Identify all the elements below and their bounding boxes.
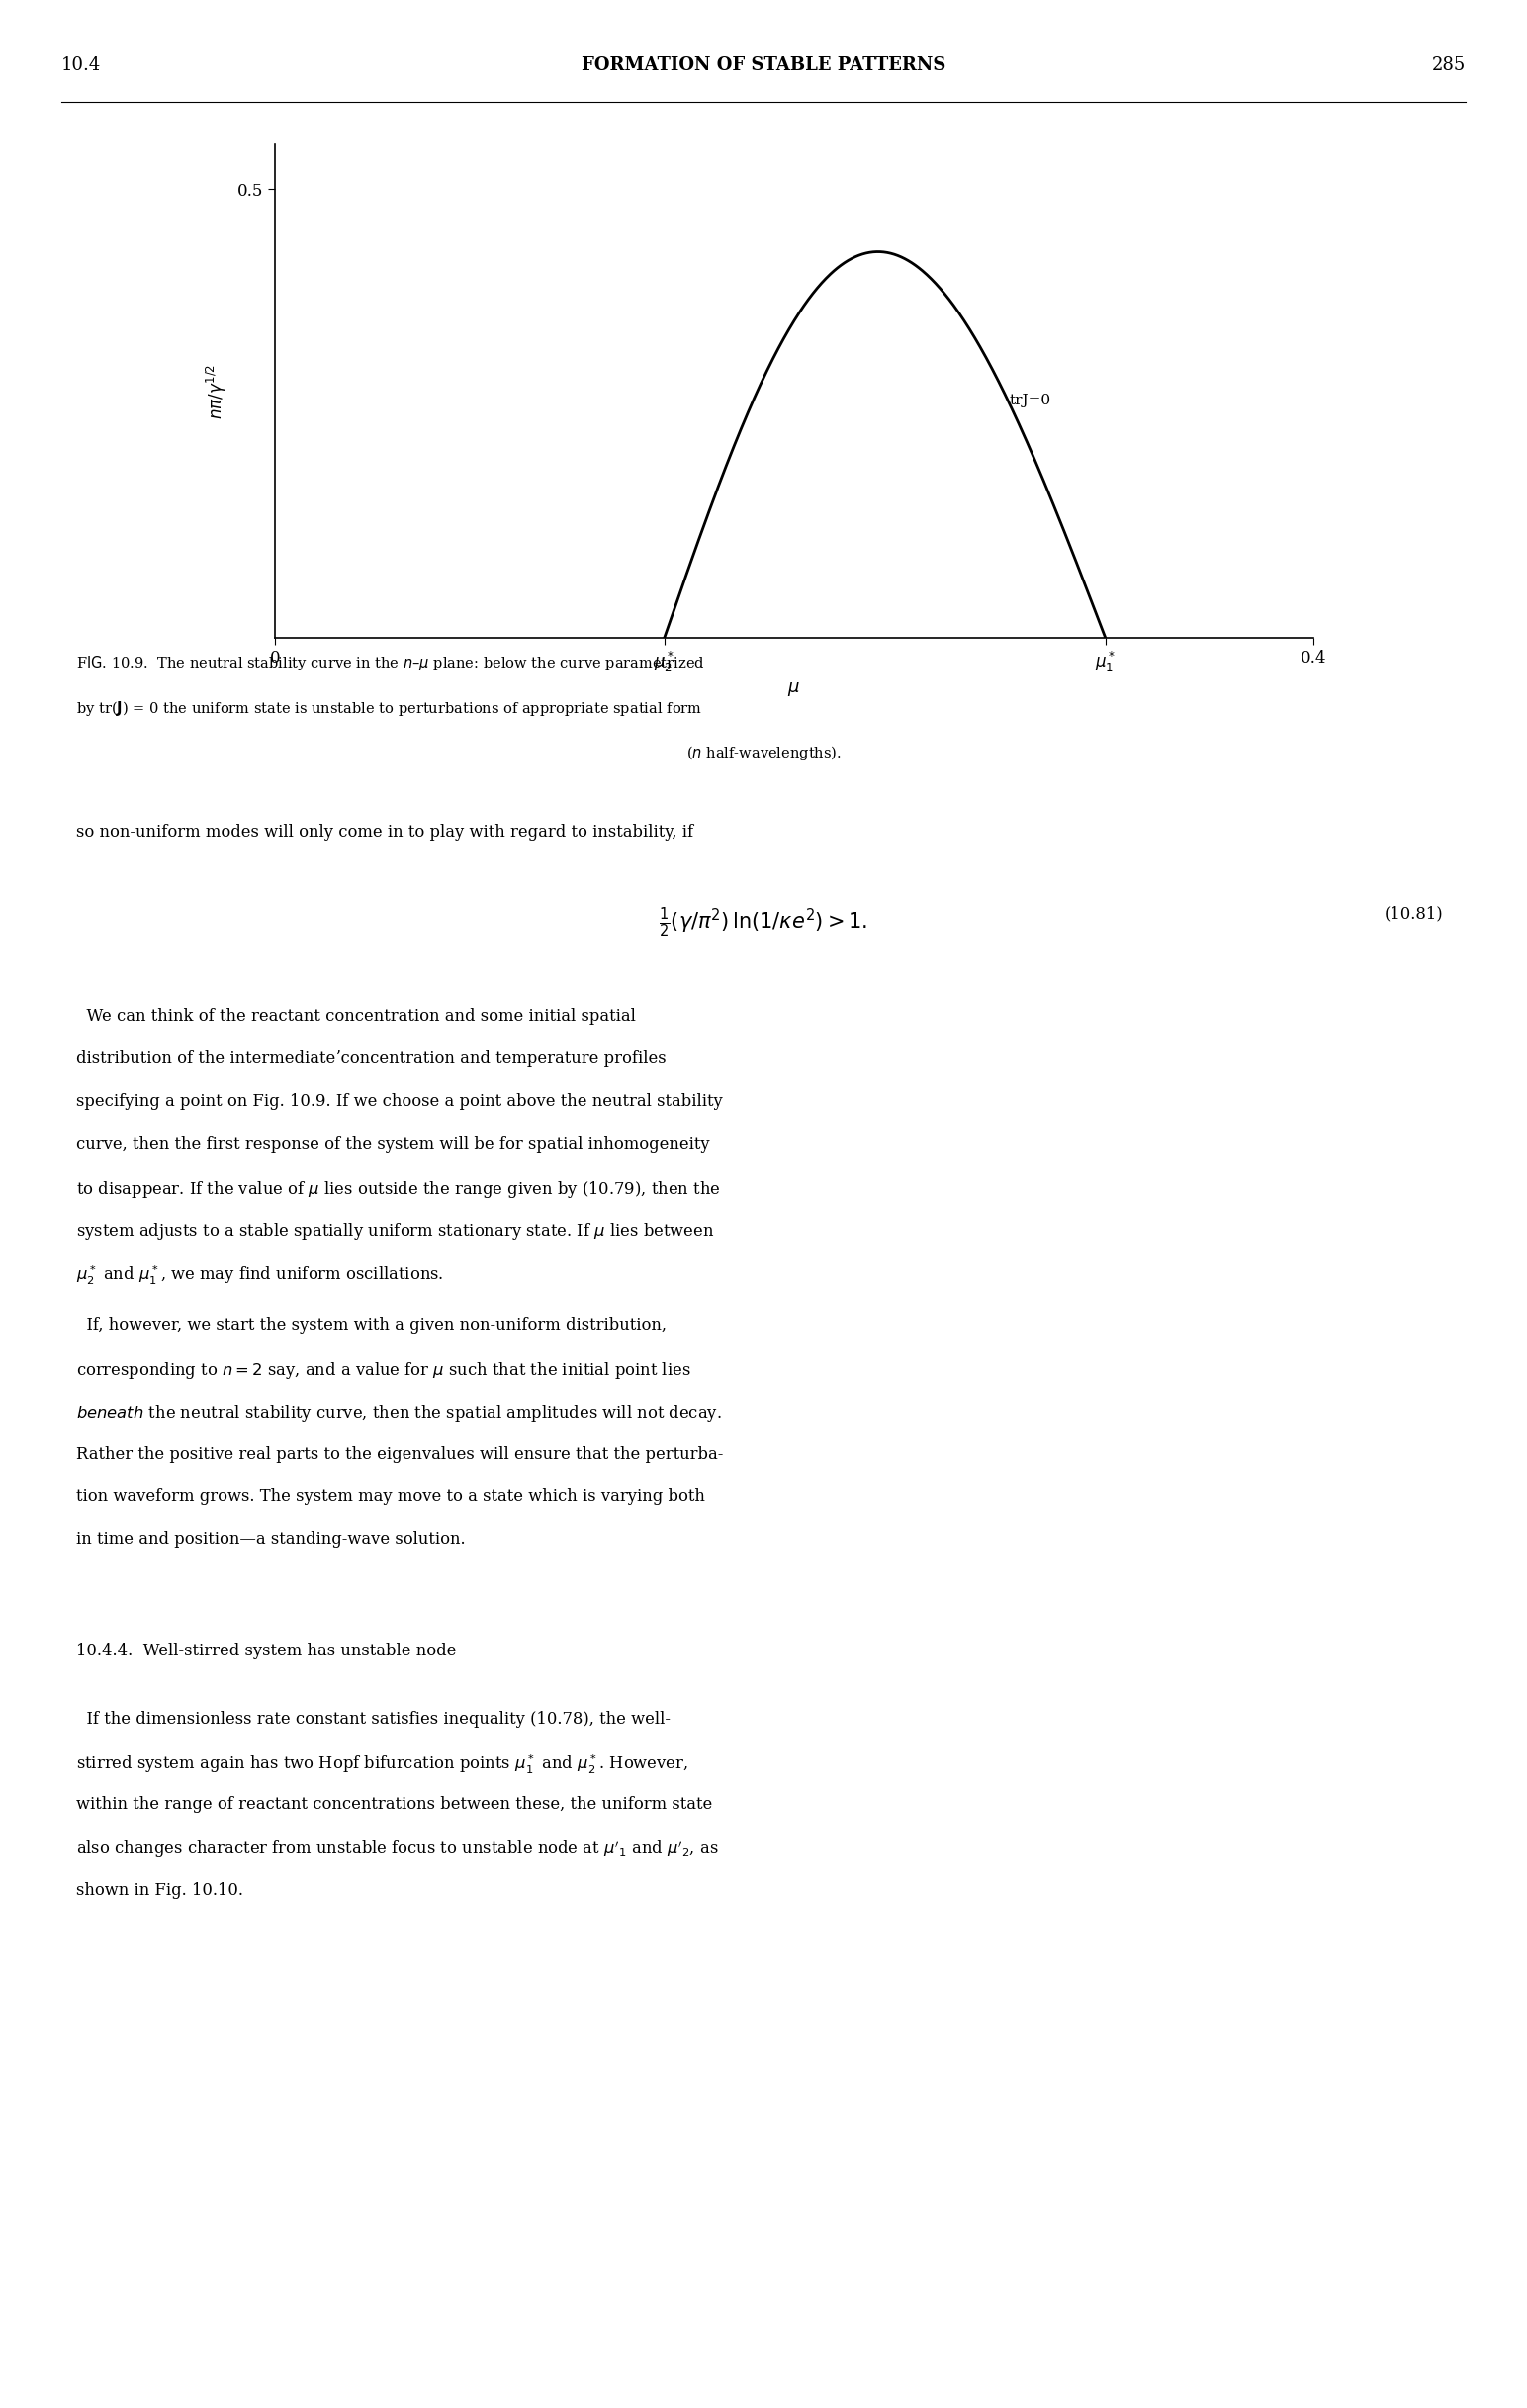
Text: to disappear. If the value of $\mu$ lies outside the range given by (10.79), the: to disappear. If the value of $\mu$ lies… [76, 1178, 721, 1199]
Text: 10.4.4.  Well-stirred system has unstable node: 10.4.4. Well-stirred system has unstable… [76, 1642, 457, 1659]
Text: FORMATION OF STABLE PATTERNS: FORMATION OF STABLE PATTERNS [582, 55, 945, 75]
Text: If the dimensionless rate constant satisfies inequality (10.78), the well-: If the dimensionless rate constant satis… [76, 1710, 670, 1727]
Text: Rather the positive real parts to the eigenvalues will ensure that the perturba-: Rather the positive real parts to the ei… [76, 1445, 724, 1462]
Text: by tr($\mathbf{J}$) = 0 the uniform state is unstable to perturbations of approp: by tr($\mathbf{J}$) = 0 the uniform stat… [76, 698, 702, 718]
Text: curve, then the first response of the system will be for spatial inhomogeneity: curve, then the first response of the sy… [76, 1137, 710, 1153]
Text: trJ=0: trJ=0 [1009, 395, 1051, 407]
Text: 10.4: 10.4 [61, 55, 101, 75]
Text: We can think of the reactant concentration and some initial spatial: We can think of the reactant concentrati… [76, 1007, 635, 1023]
Text: distribution of the intermediateʼconcentration and temperature profiles: distribution of the intermediateʼconcent… [76, 1050, 666, 1067]
Text: so non-uniform modes will only come in to play with regard to instability, if: so non-uniform modes will only come in t… [76, 824, 693, 840]
Text: (10.81): (10.81) [1385, 905, 1445, 922]
Text: stirred system again has two Hopf bifurcation points $\mu_1^*$ and $\mu_2^*$. Ho: stirred system again has two Hopf bifurc… [76, 1753, 689, 1777]
Text: $\mu_2^*$ and $\mu_1^*$, we may find uniform oscillations.: $\mu_2^*$ and $\mu_1^*$, we may find uni… [76, 1264, 444, 1286]
Text: within the range of reactant concentrations between these, the uniform state: within the range of reactant concentrati… [76, 1796, 713, 1813]
Text: F$\rm{IG}$. 10.9.  The neutral stability curve in the $n$–$\mu$ plane: below the: F$\rm{IG}$. 10.9. The neutral stability … [76, 655, 705, 672]
Text: corresponding to $n = 2$ say, and a value for $\mu$ such that the initial point : corresponding to $n = 2$ say, and a valu… [76, 1361, 692, 1382]
Text: $\frac{1}{2}(\gamma/\pi^2)\,\ln(1/\kappa e^2) > 1.$: $\frac{1}{2}(\gamma/\pi^2)\,\ln(1/\kappa… [660, 905, 867, 939]
Text: If, however, we start the system with a given non-uniform distribution,: If, however, we start the system with a … [76, 1317, 667, 1334]
Text: in time and position—a standing-wave solution.: in time and position—a standing-wave sol… [76, 1531, 466, 1548]
Text: system adjusts to a stable spatially uniform stationary state. If $\mu$ lies bet: system adjusts to a stable spatially uni… [76, 1221, 715, 1243]
X-axis label: $\mu$: $\mu$ [788, 679, 800, 698]
Text: 285: 285 [1432, 55, 1466, 75]
Text: also changes character from unstable focus to unstable node at $\mu'_1$ and $\mu: also changes character from unstable foc… [76, 1840, 719, 1859]
Text: specifying a point on Fig. 10.9. If we choose a point above the neutral stabilit: specifying a point on Fig. 10.9. If we c… [76, 1093, 722, 1110]
Text: ($n$ half-wavelengths).: ($n$ half-wavelengths). [686, 744, 841, 763]
Text: $\mathit{beneath}$ the neutral stability curve, then the spatial amplitudes will: $\mathit{beneath}$ the neutral stability… [76, 1404, 722, 1423]
Text: tion waveform grows. The system may move to a state which is varying both: tion waveform grows. The system may move… [76, 1488, 705, 1505]
Text: shown in Fig. 10.10.: shown in Fig. 10.10. [76, 1881, 243, 1898]
Y-axis label: $n\pi/\gamma^{1/2}$: $n\pi/\gamma^{1/2}$ [205, 364, 229, 419]
